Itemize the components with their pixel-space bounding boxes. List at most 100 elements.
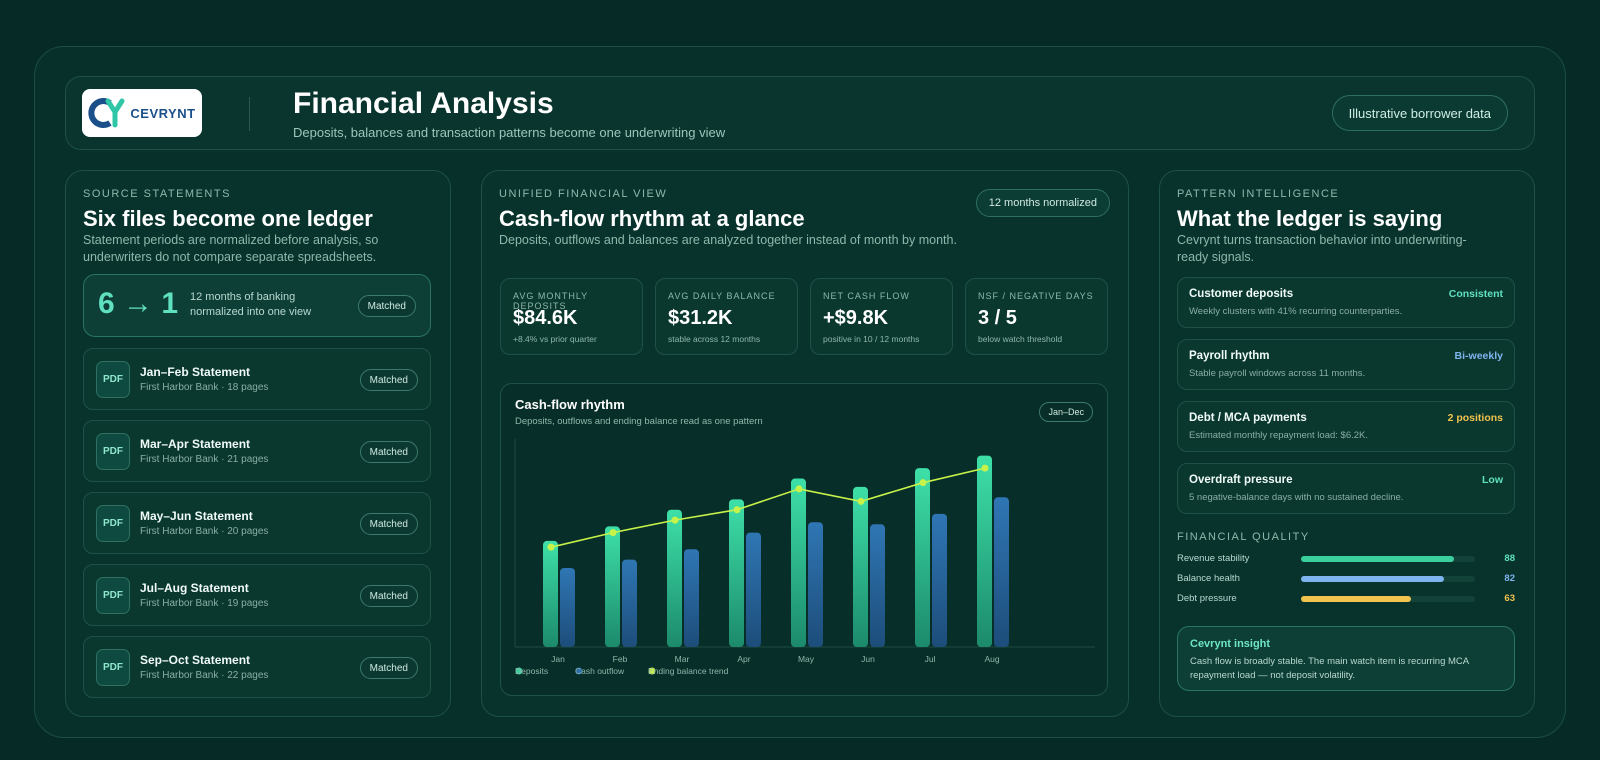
status-badge: Matched — [359, 657, 418, 679]
kpi-value: +$9.8K — [823, 307, 889, 329]
outflow-bar — [560, 567, 575, 647]
legend-swatch — [648, 667, 656, 675]
kpi-label: NET CASH FLOW — [823, 291, 910, 301]
kpi-value: $31.2K — [668, 307, 733, 329]
quality-fill — [1301, 596, 1411, 602]
x-tick-label: Jan — [551, 654, 565, 664]
left-description: Statement periods are normalized before … — [83, 233, 379, 264]
pattern-card[interactable]: Payroll rhythm Stable payroll windows ac… — [1177, 339, 1515, 390]
pattern-desc: 5 negative-balance days with no sustaine… — [1189, 492, 1404, 503]
header-bar: CEVRYNT Financial Analysis Deposits, bal… — [65, 76, 1535, 150]
pdf-file-icon: PDF — [96, 433, 130, 470]
status-badge: Matched — [359, 369, 418, 391]
quality-value: 82 — [1504, 573, 1515, 584]
deposits-bar — [543, 540, 558, 647]
brand-logo[interactable]: CEVRYNT — [82, 89, 202, 137]
outflow-bar — [994, 497, 1009, 647]
quality-fill — [1301, 576, 1444, 582]
deposits-bar — [605, 526, 620, 647]
statement-name: Jan–Feb Statement — [140, 365, 251, 379]
statement-item[interactable]: PDF Jul–Aug Statement First Harbor Bank … — [83, 564, 431, 626]
kpi-card-net-cash-flow: NET CASH FLOW +$9.8K positive in 10 / 12… — [810, 278, 953, 355]
source-statements-panel: SOURCE STATEMENTS Six files become one l… — [65, 170, 451, 717]
status-badge: Matched — [359, 513, 418, 535]
mid-description: Deposits, outflows and balances are anal… — [499, 233, 957, 247]
legend-label: Deposits — [515, 666, 548, 676]
chart-range-badge[interactable]: Jan–Dec — [1039, 402, 1093, 422]
legend-swatch — [515, 667, 523, 675]
mid-title: Cash-flow rhythm at a glance — [499, 206, 805, 231]
x-tick-label: Mar — [675, 654, 690, 664]
kpi-card-balance: AVG DAILY BALANCE $31.2K stable across 1… — [655, 278, 798, 355]
mid-eyebrow: UNIFIED FINANCIAL VIEW — [499, 188, 668, 200]
kpi-note: +8.4% vs prior quarter — [513, 334, 597, 344]
pattern-desc: Stable payroll windows across 11 months. — [1189, 368, 1366, 379]
cash-flow-chart: Jan Feb Mar Apr May Jun Jul Aug Deposits Cash out… — [514, 439, 1095, 676]
logo-wordmark: CEVRYNT — [130, 105, 196, 121]
quality-row-balance: Balance health 82 — [1177, 573, 1515, 587]
right-description: Cevrynt turns transaction behavior into … — [1177, 233, 1467, 264]
balance-point — [609, 529, 617, 537]
statement-item[interactable]: PDF May–Jun Statement First Harbor Bank … — [83, 492, 431, 554]
legend-swatch — [575, 667, 583, 675]
insight-card: Cevrynt insight Cash flow is broadly sta… — [1177, 626, 1515, 691]
chart-subtitle: Deposits, outflows and ending balance re… — [515, 416, 763, 427]
kpi-card-deposits: AVG MONTHLY DEPOSITS $84.6K +8.4% vs pri… — [500, 278, 643, 355]
kpi-note: positive in 10 / 12 months — [823, 334, 920, 344]
pattern-card[interactable]: Customer deposits Weekly clusters with 4… — [1177, 277, 1515, 328]
legend-label: Cash outflow — [575, 666, 625, 676]
balance-point — [919, 479, 927, 487]
quality-track — [1301, 576, 1475, 582]
outflow-bar — [870, 524, 885, 647]
consolidation-count: 6 → 1 — [98, 287, 179, 320]
data-source-badge[interactable]: Illustrative borrower data — [1331, 95, 1508, 131]
statement-item[interactable]: PDF Jan–Feb Statement First Harbor Bank … — [83, 348, 431, 410]
kpi-label: NSF / NEGATIVE DAYS — [978, 291, 1094, 301]
deposits-bar — [729, 499, 744, 647]
quality-track — [1301, 596, 1475, 602]
x-tick-label: Apr — [737, 654, 750, 664]
x-tick-label: May — [798, 654, 815, 664]
statement-item[interactable]: PDF Mar–Apr Statement First Harbor Bank … — [83, 420, 431, 482]
quality-fill — [1301, 556, 1455, 562]
pattern-tag: Consistent — [1448, 288, 1503, 300]
balance-point — [671, 516, 679, 524]
pattern-desc: Estimated monthly repayment load: $6.2K. — [1189, 430, 1369, 441]
quality-value: 88 — [1504, 553, 1515, 564]
balance-point — [733, 506, 741, 514]
statement-meta: First Harbor Bank · 21 pages — [140, 454, 269, 465]
page-title: Financial Analysis — [293, 87, 554, 120]
deposits-bar — [977, 455, 992, 647]
statement-item[interactable]: PDF Sep–Oct Statement First Harbor Bank … — [83, 636, 431, 698]
balance-point — [547, 543, 555, 551]
x-tick-label: Aug — [984, 654, 999, 664]
pattern-card[interactable]: Debt / MCA payments Estimated monthly re… — [1177, 401, 1515, 452]
kpi-value: $84.6K — [513, 307, 578, 329]
status-badge: Matched — [357, 295, 416, 317]
chart-title: Cash-flow rhythm — [515, 397, 625, 412]
balance-point — [795, 485, 803, 493]
right-eyebrow: PATTERN INTELLIGENCE — [1177, 188, 1340, 200]
insight-text: Cash flow is broadly stable. The main wa… — [1190, 656, 1469, 681]
kpi-label: AVG MONTHLY DEPOSITS — [513, 291, 589, 311]
quality-row-debt: Debt pressure 63 — [1177, 593, 1515, 607]
status-badge: Matched — [359, 441, 418, 463]
normalized-badge[interactable]: 12 months normalized — [975, 189, 1110, 217]
pattern-tag: Low — [1482, 474, 1503, 486]
balance-trend-line — [550, 467, 986, 548]
cash-flow-chart-card: Jan Feb Mar Apr May Jun Jul Aug Deposits Cash out… — [500, 383, 1108, 696]
statement-meta: First Harbor Bank · 18 pages — [140, 382, 269, 393]
pattern-name: Debt / MCA payments — [1189, 412, 1307, 424]
statement-name: Jul–Aug Statement — [140, 581, 249, 595]
quality-label: Revenue stability — [1177, 553, 1250, 564]
pattern-card[interactable]: Overdraft pressure 5 negative-balance da… — [1177, 463, 1515, 514]
x-tick-label: Jul — [925, 654, 936, 664]
balance-point — [981, 464, 989, 472]
pdf-file-icon: PDF — [96, 361, 130, 398]
pdf-file-icon: PDF — [96, 649, 130, 686]
quality-track — [1301, 556, 1475, 562]
deposits-bar — [667, 509, 682, 647]
quality-eyebrow: FINANCIAL QUALITY — [1177, 531, 1310, 543]
statement-name: Sep–Oct Statement — [140, 653, 251, 667]
outflow-bar — [746, 532, 761, 647]
